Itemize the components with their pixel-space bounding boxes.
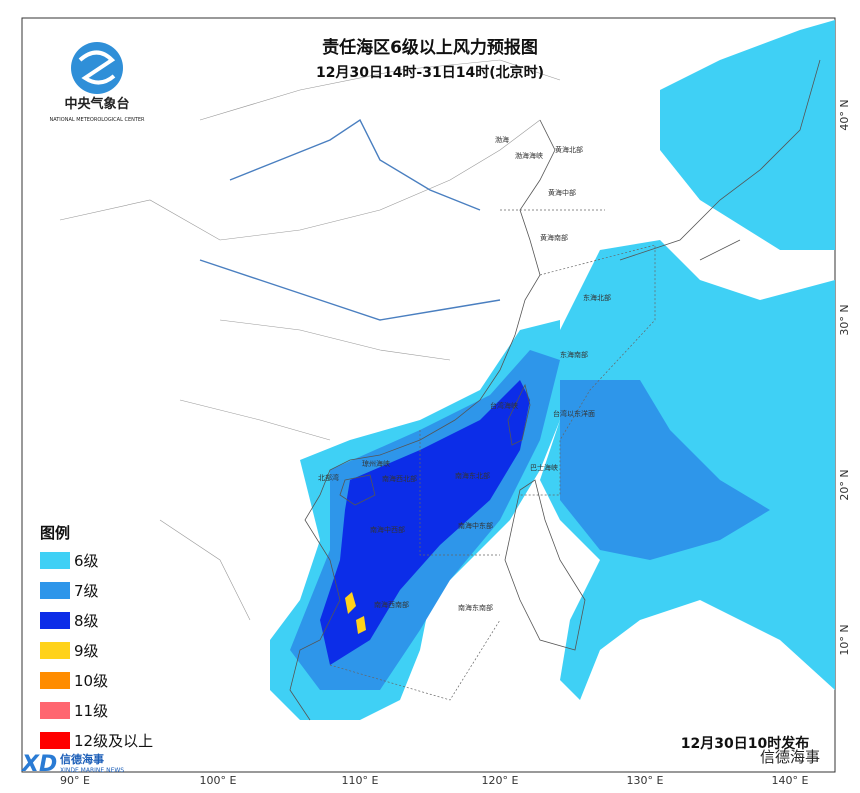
sea-area-label: 东海北部: [583, 293, 611, 302]
hainan: [339, 474, 376, 506]
coastline: [319, 119, 556, 496]
lon-label: 120° E: [482, 774, 519, 787]
lon-label: 110° E: [342, 774, 379, 787]
legend-swatch: [40, 612, 70, 629]
lat-label: 40° N: [838, 99, 851, 130]
logo-mark: [78, 50, 116, 85]
watermark-name: 信德海事: [60, 752, 104, 766]
sea-area-label: 东海南部: [560, 350, 588, 359]
issued-time: 12月30日10时发布: [681, 735, 809, 752]
sea-area-label: 南海西南部: [374, 600, 409, 609]
lat-label: 10° N: [838, 624, 851, 655]
legend: 图例 6级 7级 8级 9级 10级 11级 12级及以上: [40, 524, 153, 750]
subtitle: 12月30日14时-31日14时(北京时): [316, 64, 544, 81]
sea-area-label: 黄海中部: [548, 188, 576, 197]
sea-area-borders: [329, 209, 656, 701]
legend-label: 7级: [74, 582, 99, 600]
sea-area-label: 黄海南部: [540, 233, 568, 242]
sea-area-label: 南海中东部: [458, 521, 493, 530]
logo: 中央气象台 NATIONAL METEOROLOGICAL CENTER: [49, 42, 145, 123]
sea-area-label: 黄海北部: [555, 145, 583, 154]
legend-swatch: [40, 702, 70, 719]
wind-zone: [320, 380, 530, 665]
title: 责任海区6级以上风力预报图: [322, 37, 538, 58]
wind-zone: [345, 592, 366, 634]
indochina-coast: [289, 494, 341, 721]
sea-area-label: 台湾海峡: [490, 401, 518, 410]
watermark-account: 信德海事: [760, 748, 820, 766]
lon-label: 100° E: [200, 774, 237, 787]
sea-area-label: 琼州海峡: [362, 459, 390, 468]
lon-label: 140° E: [772, 774, 809, 787]
watermark-logo: XD: [20, 752, 57, 777]
logo-name: 中央气象台: [64, 96, 129, 112]
watermark: XD 信德海事 XINDE MARINE NEWS 信德海事: [20, 748, 820, 777]
legend-label: 8级: [74, 612, 99, 630]
philippines: [504, 479, 586, 651]
legend-label: 11级: [74, 702, 108, 720]
legend-swatch: [40, 642, 70, 659]
sea-area-label: 台湾以东洋面: [553, 409, 595, 418]
rivers: [199, 118, 501, 321]
sea-area-label: 巴士海峡: [530, 463, 558, 472]
japan: [619, 59, 821, 261]
lon-label: 90° E: [60, 774, 90, 787]
legend-label: 6级: [74, 552, 99, 570]
sea-area-label: 渤海海峡: [515, 151, 543, 160]
sea-area-label: 南海东北部: [455, 471, 490, 480]
legend-swatch: [40, 552, 70, 569]
borders: [59, 59, 561, 621]
wind-zones: [270, 20, 835, 720]
sea-area-label: 南海东南部: [458, 603, 493, 612]
sea-area-label: 南海西北部: [382, 474, 417, 483]
sea-area-label: 北部湾: [318, 473, 339, 482]
legend-label: 10级: [74, 672, 108, 690]
legend-swatch: [40, 672, 70, 689]
legend-label: 12级及以上: [74, 732, 153, 750]
geography: [59, 59, 821, 721]
legend-swatch: [40, 582, 70, 599]
legend-swatch: [40, 732, 70, 749]
legend-title: 图例: [40, 524, 70, 542]
sea-area-label: 渤海: [495, 135, 509, 144]
wind-zone: [660, 20, 835, 250]
legend-label: 9级: [74, 642, 99, 660]
watermark-brand: XINDE MARINE NEWS: [60, 767, 124, 774]
sea-area-label: 南海中西部: [370, 525, 405, 534]
lon-label: 130° E: [627, 774, 664, 787]
lat-label: 20° N: [838, 469, 851, 500]
logo-english: NATIONAL METEOROLOGICAL CENTER: [49, 117, 145, 123]
axes: 90° E 100° E 110° E 120° E 130° E 140° E 10° N…: [60, 99, 851, 787]
lat-label: 30° N: [838, 304, 851, 335]
taiwan: [507, 383, 531, 446]
wind-zone: [560, 380, 770, 560]
